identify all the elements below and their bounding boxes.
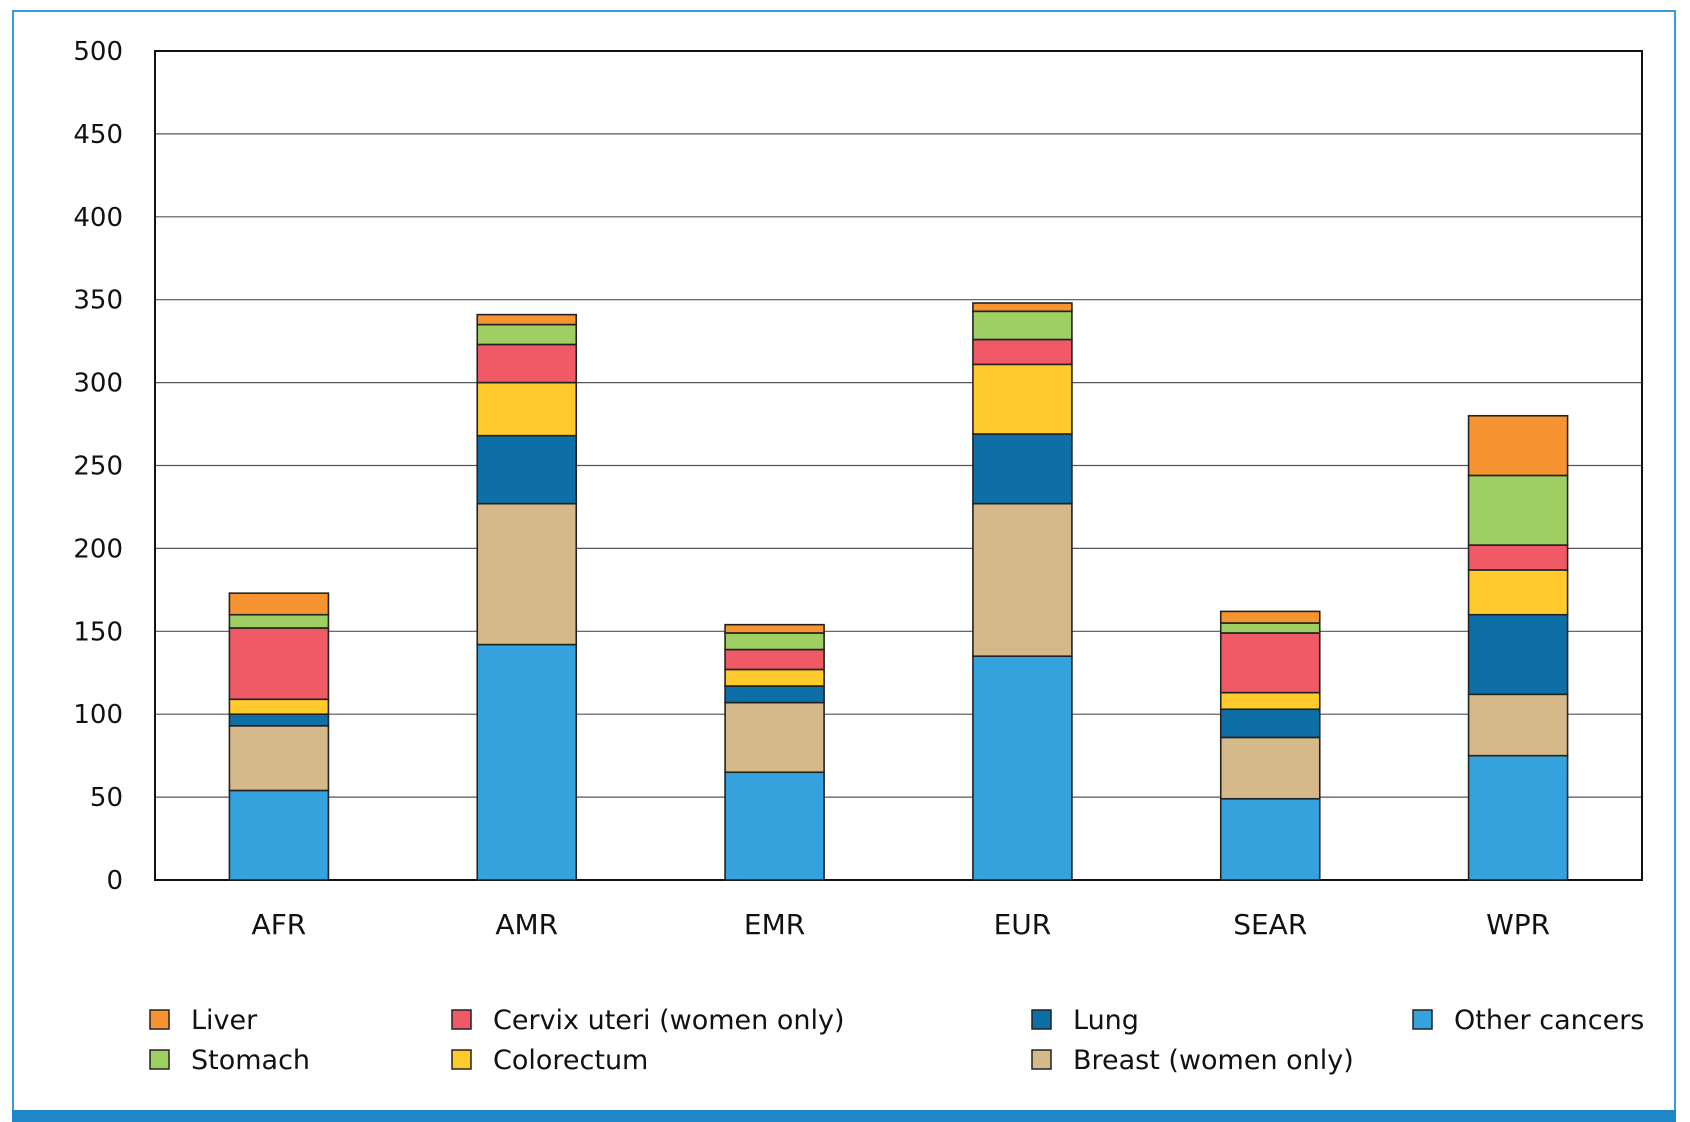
gridlines: [154, 50, 1643, 881]
x-tick-label-amr: AMR: [495, 908, 558, 941]
chart-frame: [12, 10, 1676, 1110]
bar-segment-eur-other: [972, 655, 1073, 881]
x-tick-label-wpr: WPR: [1486, 908, 1550, 941]
bar-segment-emr-lung: [724, 685, 825, 704]
bar-segment-sear-cervix: [1219, 632, 1321, 694]
bar-segment-sear-breast: [1219, 736, 1321, 800]
y-tick-label: 450: [73, 120, 123, 150]
y-tick-label: 300: [73, 369, 123, 399]
legend-swatch: [149, 1049, 170, 1070]
bar-segment-amr-colorectum: [476, 381, 578, 437]
y-tick-label: 100: [73, 700, 123, 730]
bar-segment-wpr-colorectum: [1467, 569, 1569, 616]
legend-label: Colorectum: [493, 1045, 648, 1076]
bar-segment-wpr-other: [1467, 754, 1569, 881]
bar-segment-amr-cervix: [476, 343, 578, 384]
bar-segment-afr-stomach: [228, 613, 330, 629]
x-tick-label-sear: SEAR: [1233, 908, 1307, 941]
legend-swatch: [1031, 1049, 1052, 1070]
bar-segment-eur-lung: [972, 433, 1073, 505]
legend-label: Other cancers: [1454, 1005, 1644, 1036]
bar-segment-amr-liver: [476, 313, 578, 326]
bar-segment-amr-breast: [476, 502, 578, 646]
bar-segment-afr-breast: [228, 725, 330, 792]
bars: [228, 302, 1569, 881]
bar-segment-amr-stomach: [476, 323, 578, 346]
legend-swatch: [451, 1009, 472, 1030]
y-tick-label: 200: [73, 534, 123, 564]
bar-segment-afr-other: [228, 789, 330, 881]
legend-label: Lung: [1073, 1005, 1139, 1036]
bar-segment-eur-liver: [972, 302, 1073, 313]
bar-segment-sear-stomach: [1219, 622, 1321, 634]
y-tick-label: 400: [73, 203, 123, 233]
bar-segment-eur-cervix: [972, 338, 1073, 366]
bar-segment-eur-colorectum: [972, 363, 1073, 435]
y-tick-label: 250: [73, 452, 123, 482]
bar-segment-sear-colorectum: [1219, 691, 1321, 711]
bar-segment-afr-colorectum: [228, 698, 330, 716]
legend-label: Liver: [191, 1005, 258, 1036]
y-tick-label: 350: [73, 286, 123, 316]
bar-segment-amr-lung: [476, 434, 578, 505]
plot-border: [154, 50, 1643, 881]
legend: Liver Stomach Cervix uteri (women only) Col…: [149, 1005, 1644, 1076]
bar-segment-eur-stomach: [972, 310, 1073, 341]
bar-segment-wpr-cervix: [1467, 544, 1569, 571]
bar-segment-emr-cervix: [724, 648, 825, 671]
legend-label: Cervix uteri (women only): [493, 1005, 845, 1036]
bar-segment-wpr-breast: [1467, 693, 1569, 757]
bar-segment-emr-other: [724, 771, 825, 881]
bar-segment-sear-liver: [1219, 610, 1321, 624]
x-axis: AFR AMR EMR EUR SEAR WPR: [252, 908, 1551, 941]
legend-swatch: [1412, 1009, 1433, 1030]
bar-segment-emr-breast: [724, 701, 825, 774]
bar-segment-afr-lung: [228, 713, 330, 727]
y-tick-label: 500: [73, 37, 123, 67]
legend-swatch: [451, 1049, 472, 1070]
bar-segment-afr-liver: [228, 592, 330, 616]
bottom-accent-bar: [12, 1110, 1676, 1122]
y-tick-label: 0: [106, 866, 123, 896]
y-tick-label: 50: [90, 783, 123, 813]
bar-segment-wpr-lung: [1467, 613, 1569, 696]
y-axis: 0 50 100 150 200 250 300 350 400 450 500: [73, 37, 123, 896]
bar-segment-sear-lung: [1219, 708, 1321, 739]
x-tick-label-eur: EUR: [994, 908, 1052, 941]
bar-segment-amr-other: [476, 643, 578, 881]
legend-swatch: [149, 1009, 170, 1030]
bar-segment-emr-stomach: [724, 632, 825, 651]
bar-segment-wpr-liver: [1467, 414, 1569, 477]
bar-segment-emr-liver: [724, 623, 825, 634]
legend-label: Breast (women only): [1073, 1045, 1354, 1076]
x-tick-label-emr: EMR: [744, 908, 805, 941]
x-tick-label-afr: AFR: [252, 908, 307, 941]
y-tick-label: 150: [73, 617, 123, 647]
bar-segment-emr-colorectum: [724, 668, 825, 687]
bar-segment-eur-breast: [972, 502, 1073, 657]
bar-segment-sear-other: [1219, 797, 1321, 881]
legend-swatch: [1031, 1009, 1052, 1030]
legend-label: Stomach: [191, 1045, 310, 1076]
bar-segment-wpr-stomach: [1467, 474, 1569, 546]
bar-segment-afr-cervix: [228, 627, 330, 701]
